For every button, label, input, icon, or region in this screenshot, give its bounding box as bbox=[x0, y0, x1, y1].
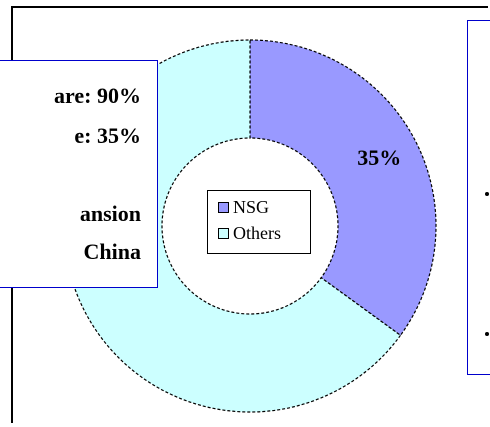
callout-line-3: ansion bbox=[79, 201, 141, 226]
callout-line-1: are: 90% bbox=[54, 83, 141, 108]
market-share-callout: are: 90% e: 35% ansion China bbox=[0, 60, 158, 288]
slice-nsg bbox=[249, 39, 437, 337]
callout-line-4: China bbox=[83, 239, 141, 264]
bullet-marker bbox=[485, 332, 489, 336]
legend-item-others: Others bbox=[218, 222, 281, 244]
side-text-box bbox=[467, 20, 490, 375]
legend-swatch-others bbox=[218, 227, 229, 239]
bullet-marker bbox=[485, 192, 489, 196]
callout-line-2: e: 35% bbox=[74, 123, 141, 148]
chart-legend: NSG Others bbox=[207, 190, 311, 254]
legend-label-others: Others bbox=[233, 222, 281, 243]
legend-item-nsg: NSG bbox=[218, 196, 269, 218]
legend-label-nsg: NSG bbox=[233, 196, 270, 217]
legend-swatch-nsg bbox=[218, 201, 229, 213]
data-label-nsg: 35% bbox=[357, 145, 401, 170]
